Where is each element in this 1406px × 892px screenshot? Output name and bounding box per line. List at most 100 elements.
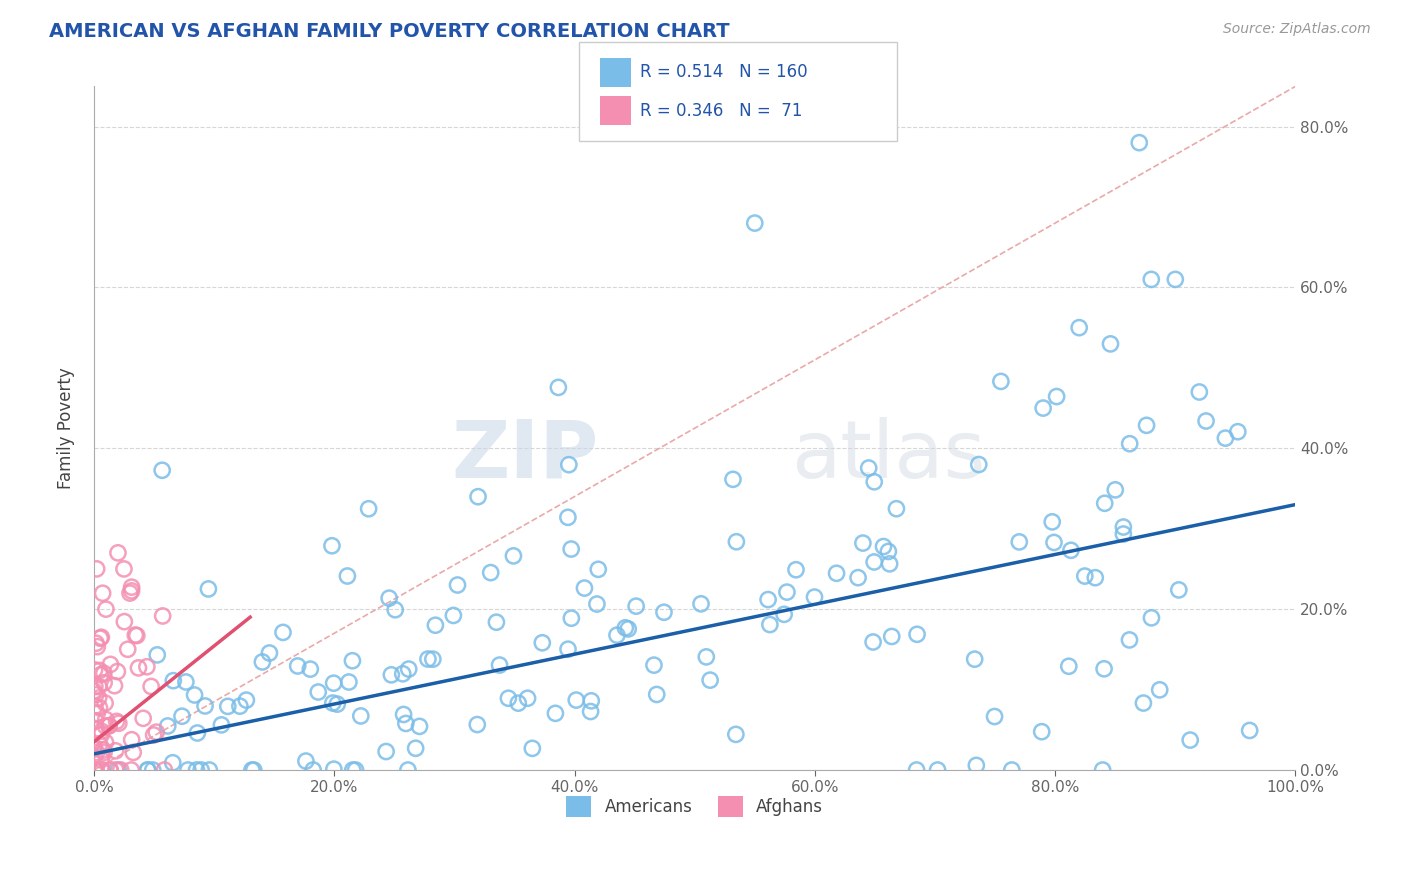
- Point: [142, 728, 165, 742]
- Point: [759, 617, 782, 632]
- Point: [90, 630, 112, 644]
- Point: [90, 667, 112, 681]
- Point: [177, 763, 200, 777]
- Point: [136, 763, 159, 777]
- Point: [97, 719, 120, 733]
- Point: [1149, 682, 1171, 697]
- Point: [90, 763, 112, 777]
- Point: [905, 627, 928, 641]
- Point: [190, 763, 212, 777]
- Point: [863, 475, 886, 489]
- Point: [183, 688, 205, 702]
- Point: [98, 718, 121, 732]
- Point: [217, 699, 239, 714]
- Point: [380, 668, 402, 682]
- Point: [112, 562, 135, 576]
- Point: [322, 762, 344, 776]
- Point: [84, 680, 107, 694]
- Point: [90, 724, 112, 739]
- Point: [617, 622, 640, 636]
- Text: AMERICAN VS AFGHAN FAMILY POVERTY CORRELATION CHART: AMERICAN VS AFGHAN FAMILY POVERTY CORREL…: [49, 22, 730, 41]
- Point: [1226, 425, 1249, 439]
- Point: [1046, 390, 1069, 404]
- Point: [287, 659, 309, 673]
- Point: [858, 461, 880, 475]
- Point: [89, 737, 111, 751]
- Point: [125, 629, 148, 643]
- Point: [94, 735, 117, 749]
- Point: [1118, 436, 1140, 450]
- Point: [84, 699, 107, 714]
- Point: [547, 380, 569, 394]
- Point: [1112, 527, 1135, 541]
- Point: [104, 744, 127, 758]
- Point: [83, 763, 105, 777]
- Point: [252, 655, 274, 669]
- Point: [94, 696, 117, 710]
- Point: [877, 544, 900, 558]
- Point: [485, 615, 508, 630]
- Point: [863, 555, 886, 569]
- Point: [112, 615, 135, 629]
- Point: [302, 763, 325, 777]
- Point: [259, 646, 281, 660]
- Point: [724, 727, 747, 741]
- Point: [1084, 571, 1107, 585]
- Point: [84, 636, 107, 650]
- Point: [357, 501, 380, 516]
- Point: [581, 694, 603, 708]
- Point: [152, 609, 174, 624]
- Point: [108, 716, 131, 731]
- Point: [209, 718, 232, 732]
- Point: [83, 739, 105, 754]
- Text: R = 0.346   N =  71: R = 0.346 N = 71: [640, 102, 801, 120]
- Point: [1128, 136, 1150, 150]
- Point: [560, 611, 582, 625]
- Point: [197, 582, 219, 596]
- Point: [83, 748, 105, 763]
- Point: [446, 578, 468, 592]
- Point: [186, 763, 208, 777]
- Point: [614, 621, 637, 635]
- Point: [86, 706, 108, 721]
- Point: [721, 472, 744, 486]
- Point: [725, 534, 748, 549]
- Point: [105, 714, 128, 729]
- Point: [498, 691, 520, 706]
- Point: [87, 691, 110, 706]
- Point: [375, 745, 398, 759]
- Point: [103, 679, 125, 693]
- Point: [229, 699, 252, 714]
- Point: [1140, 272, 1163, 286]
- Point: [87, 680, 110, 694]
- Point: [1239, 723, 1261, 738]
- Point: [83, 684, 105, 698]
- Point: [695, 649, 717, 664]
- Point: [146, 648, 169, 662]
- Point: [83, 663, 105, 677]
- Point: [110, 763, 132, 777]
- Point: [773, 607, 796, 622]
- Point: [162, 673, 184, 688]
- Point: [1091, 763, 1114, 777]
- Point: [1140, 611, 1163, 625]
- Point: [756, 592, 779, 607]
- Point: [1043, 535, 1066, 549]
- Point: [342, 763, 364, 777]
- Point: [342, 654, 364, 668]
- Point: [1112, 520, 1135, 534]
- Point: [522, 741, 544, 756]
- Point: [89, 664, 111, 678]
- Point: [145, 725, 167, 739]
- Point: [441, 608, 464, 623]
- Point: [162, 756, 184, 770]
- Point: [94, 713, 117, 727]
- Point: [1164, 272, 1187, 286]
- Point: [391, 666, 413, 681]
- Point: [785, 563, 807, 577]
- Point: [107, 546, 129, 560]
- Point: [174, 675, 197, 690]
- Point: [90, 753, 112, 767]
- Point: [322, 696, 344, 710]
- Point: [744, 216, 766, 230]
